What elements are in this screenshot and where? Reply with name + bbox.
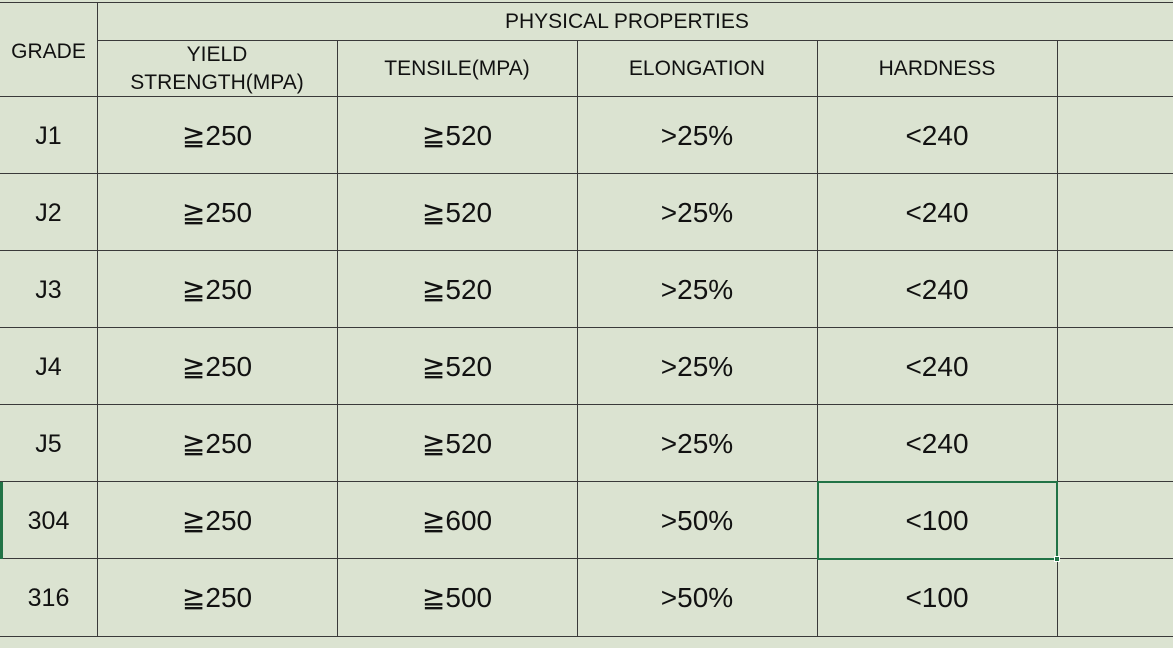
- empty-cell[interactable]: [1057, 559, 1173, 636]
- grade-cell[interactable]: J5: [35, 429, 62, 458]
- grade-cell[interactable]: J1: [35, 121, 62, 150]
- hardness-cell[interactable]: <240: [905, 119, 969, 151]
- yield-cell[interactable]: ≧250: [181, 581, 253, 613]
- hardness-cell[interactable]: <240: [905, 196, 969, 228]
- group-header-physical-properties[interactable]: PHYSICAL PROPERTIES: [505, 10, 749, 33]
- elongation-cell[interactable]: >50%: [660, 504, 734, 536]
- tensile-column-header[interactable]: TENSILE(MPA): [384, 57, 530, 80]
- gridline-horizontal: [0, 96, 1173, 97]
- gridline-horizontal: [0, 558, 1173, 559]
- elongation-cell[interactable]: >25%: [660, 119, 734, 151]
- yield-cell[interactable]: ≧250: [181, 119, 253, 151]
- gridline-horizontal: [0, 481, 1173, 482]
- gridline-horizontal: [0, 2, 1173, 3]
- tensile-cell[interactable]: ≧520: [421, 196, 493, 228]
- fill-handle[interactable]: [1054, 556, 1060, 562]
- tensile-cell[interactable]: ≧520: [421, 350, 493, 382]
- elongation-cell[interactable]: >25%: [660, 196, 734, 228]
- tensile-cell[interactable]: ≧520: [421, 427, 493, 459]
- empty-cell[interactable]: [1057, 251, 1173, 328]
- elongation-column-header[interactable]: ELONGATION: [628, 57, 766, 80]
- empty-cell[interactable]: [1057, 174, 1173, 251]
- gridline-horizontal: [0, 173, 1173, 174]
- yield-cell[interactable]: ≧250: [181, 504, 253, 536]
- gridline-horizontal: [0, 404, 1173, 405]
- empty-header-cell[interactable]: [1057, 41, 1173, 97]
- hardness-cell[interactable]: <240: [905, 350, 969, 382]
- yield-cell[interactable]: ≧250: [181, 350, 253, 382]
- empty-cell[interactable]: [1057, 328, 1173, 405]
- gridline-vertical: [1057, 40, 1058, 636]
- gridline-vertical: [817, 40, 818, 636]
- gridline-horizontal: [97, 40, 1173, 41]
- tensile-cell[interactable]: ≧600: [421, 504, 493, 536]
- elongation-cell[interactable]: >25%: [660, 273, 734, 305]
- grade-column-header[interactable]: GRADE: [11, 40, 86, 63]
- gridline-vertical: [577, 40, 578, 636]
- yield-column-header[interactable]: YIELD STRENGTH(MPA): [130, 43, 304, 94]
- gridline-horizontal: [0, 636, 1173, 637]
- yield-cell[interactable]: ≧250: [181, 196, 253, 228]
- yield-cell[interactable]: ≧250: [181, 273, 253, 305]
- empty-cell[interactable]: [1057, 97, 1173, 174]
- elongation-cell[interactable]: >50%: [660, 581, 734, 613]
- yield-cell[interactable]: ≧250: [181, 427, 253, 459]
- tensile-cell[interactable]: ≧520: [421, 273, 493, 305]
- empty-cell[interactable]: [1057, 482, 1173, 559]
- empty-cell[interactable]: [1057, 405, 1173, 482]
- hardness-column-header[interactable]: HARDNESS: [878, 57, 996, 80]
- grade-cell[interactable]: J3: [35, 275, 62, 304]
- tensile-cell[interactable]: ≧500: [421, 581, 493, 613]
- grade-cell[interactable]: 316: [27, 583, 70, 612]
- gridline-vertical: [337, 40, 338, 636]
- elongation-cell[interactable]: >25%: [660, 350, 734, 382]
- tensile-cell[interactable]: ≧520: [421, 119, 493, 151]
- hardness-cell[interactable]: <240: [905, 273, 969, 305]
- grade-cell[interactable]: 304: [27, 506, 70, 535]
- hardness-cell[interactable]: <100: [905, 581, 969, 613]
- grade-cell[interactable]: J4: [35, 352, 62, 381]
- hardness-cell[interactable]: <240: [905, 427, 969, 459]
- elongation-cell[interactable]: >25%: [660, 427, 734, 459]
- gridline-horizontal: [0, 250, 1173, 251]
- active-row-marker: [0, 482, 3, 559]
- hardness-cell[interactable]: <100: [905, 504, 969, 536]
- grade-cell[interactable]: J2: [35, 198, 62, 227]
- gridline-horizontal: [0, 327, 1173, 328]
- gridline-vertical: [97, 2, 98, 636]
